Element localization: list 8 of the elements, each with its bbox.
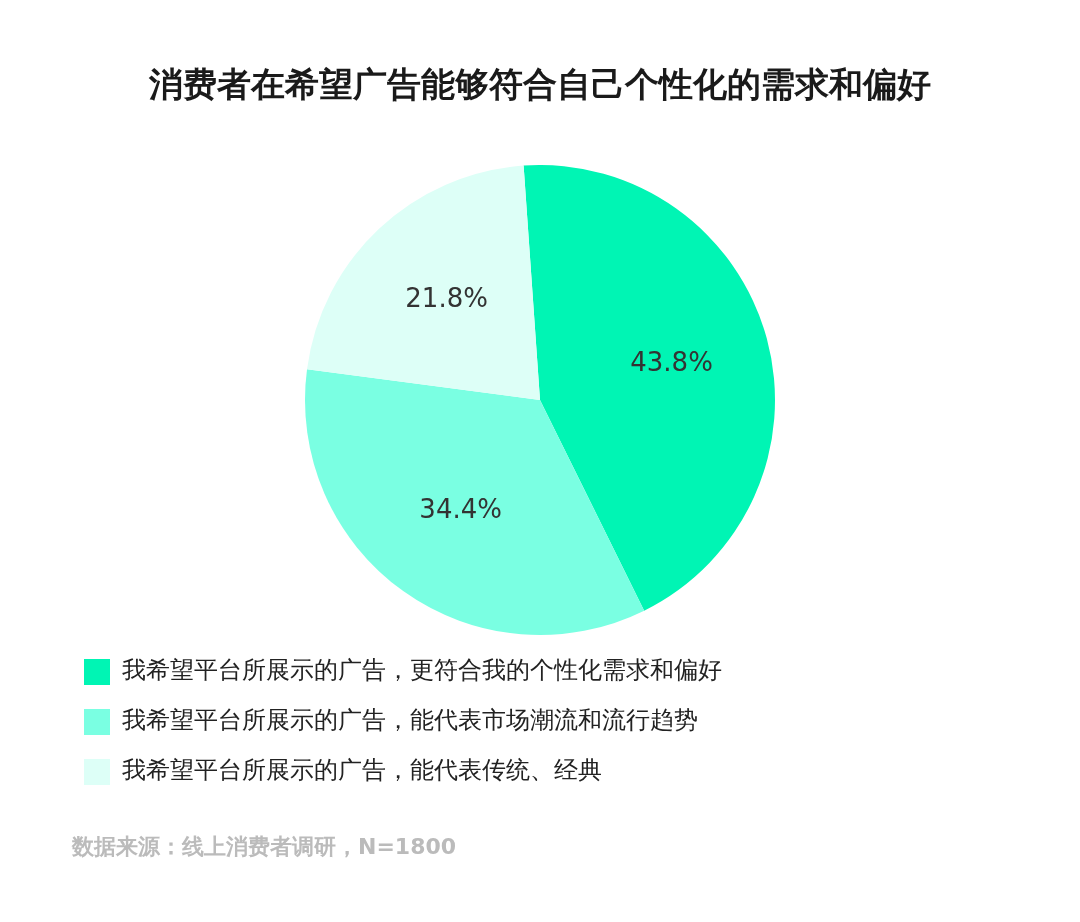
- legend-label: 我希望平台所展示的广告，更符合我的个性化需求和偏好: [122, 656, 722, 685]
- source-note: 数据来源：线上消费者调研，N=1800: [72, 833, 457, 861]
- legend-label: 我希望平台所展示的广告，能代表市场潮流和流行趋势: [122, 706, 698, 735]
- data-label: 34.4%: [419, 493, 502, 524]
- data-label: 43.8%: [630, 347, 713, 378]
- data-label: 21.8%: [405, 283, 488, 314]
- legend-label: 我希望平台所展示的广告，能代表传统、经典: [122, 756, 602, 785]
- chart-title: 消费者在希望广告能够符合自己个性化的需求和偏好: [148, 63, 932, 106]
